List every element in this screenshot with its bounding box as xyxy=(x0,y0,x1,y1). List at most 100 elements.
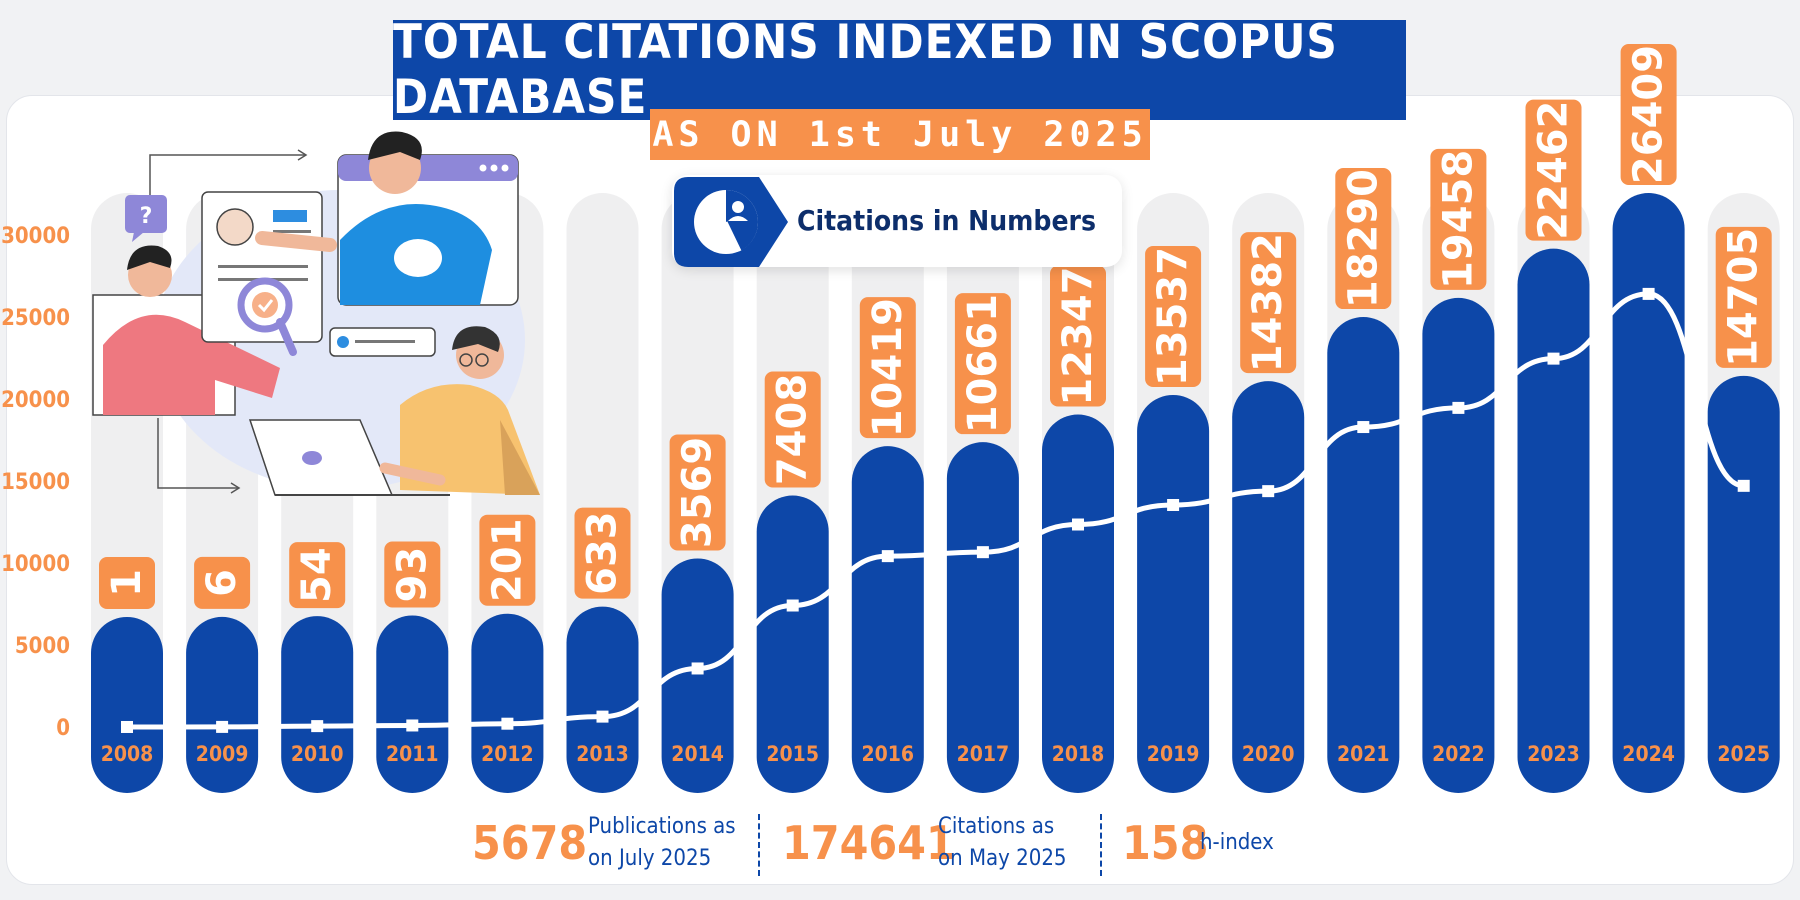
trend-line-marker xyxy=(216,720,229,733)
question-mark: ? xyxy=(140,204,153,229)
value-label: 10661 xyxy=(960,294,1006,433)
bar xyxy=(1137,394,1210,793)
value-label-pill xyxy=(1335,168,1392,310)
value-label-pill xyxy=(669,434,726,551)
subtitle-banner: AS ON 1st July 2025 xyxy=(650,109,1150,160)
citations-label: Citations as on May 2025 xyxy=(938,811,1067,875)
trend-line-marker xyxy=(786,599,799,612)
value-label-pill xyxy=(1430,148,1487,290)
x-tick-label: 2023 xyxy=(1527,742,1580,766)
value-label: 10419 xyxy=(865,298,911,437)
value-label: 6 xyxy=(199,569,245,597)
value-label-pill xyxy=(194,556,251,609)
stat-divider xyxy=(1100,814,1102,876)
trend-line-marker xyxy=(1167,498,1180,511)
y-tick-label: 15000 xyxy=(1,470,70,495)
value-label: 3569 xyxy=(675,437,721,548)
trend-line-marker xyxy=(501,717,514,730)
x-tick-label: 2010 xyxy=(291,742,344,766)
pie-chart-user-icon xyxy=(674,177,788,267)
h-index-value: 158 xyxy=(1122,816,1209,870)
title-banner: TOTAL CITATIONS INDEXED IN SCOPUS DATABA… xyxy=(393,15,1406,125)
bar xyxy=(1042,414,1114,793)
value-label: 12347 xyxy=(1055,266,1101,405)
bar xyxy=(186,616,259,793)
bar xyxy=(756,495,829,793)
x-tick-label: 2024 xyxy=(1622,742,1675,766)
value-label-pill xyxy=(1715,226,1772,368)
trend-line-marker xyxy=(1547,352,1560,365)
bar xyxy=(851,446,924,793)
y-tick-label: 20000 xyxy=(1,388,70,413)
value-label: 201 xyxy=(484,518,530,602)
y-axis: 0 5000 10000 15000 20000 25000 30000 xyxy=(1,224,70,741)
value-label: 7408 xyxy=(770,374,816,485)
x-tick-label: 2016 xyxy=(862,742,915,766)
value-label: 18290 xyxy=(1340,169,1386,308)
value-label: 26409 xyxy=(1626,45,1672,184)
y-tick-label: 5000 xyxy=(15,634,70,659)
x-tick-label: 2009 xyxy=(196,742,249,766)
trend-line-marker xyxy=(1072,518,1084,531)
x-tick-label: 2018 xyxy=(1052,742,1105,766)
h-index-label: h-index xyxy=(1200,830,1274,855)
bar xyxy=(1327,317,1400,793)
trend-line xyxy=(121,287,1750,733)
value-label-pill xyxy=(289,542,346,609)
value-label-pill xyxy=(99,556,155,609)
y-tick-label: 10000 xyxy=(1,552,70,577)
x-tick-label: 2011 xyxy=(386,742,439,766)
trend-line-marker xyxy=(1452,401,1465,414)
trend-line-marker xyxy=(406,719,419,732)
value-label-pill xyxy=(384,541,441,608)
value-label-pill xyxy=(764,371,821,488)
value-label-pill xyxy=(1050,265,1106,407)
bars xyxy=(91,193,1780,794)
trend-line-marker xyxy=(596,710,609,723)
bar xyxy=(566,606,639,793)
bar xyxy=(1612,193,1685,793)
value-label-pill xyxy=(574,507,631,599)
value-label-pill xyxy=(1240,232,1297,374)
trend-line-marker xyxy=(691,662,704,675)
value-label-pill xyxy=(1620,44,1677,185)
bar xyxy=(1517,248,1590,794)
citations-badge-label: Citations in Numbers xyxy=(797,204,1096,237)
y-tick-label: 25000 xyxy=(1,306,70,331)
x-tick-label: 2020 xyxy=(1242,742,1295,766)
value-label: 13537 xyxy=(1150,247,1196,386)
publications-label-line2: on July 2025 xyxy=(588,846,712,871)
value-label: 54 xyxy=(294,547,340,603)
value-label: 93 xyxy=(389,547,435,603)
publications-count: 5678 xyxy=(472,816,588,870)
citations-label-line1: Citations as xyxy=(938,814,1055,839)
x-tick-label: 2014 xyxy=(671,742,724,766)
value-label-pill xyxy=(1145,245,1202,387)
chart-title: TOTAL CITATIONS INDEXED IN SCOPUS DATABA… xyxy=(393,15,1338,125)
trend-line-marker xyxy=(1357,421,1370,434)
bar xyxy=(471,613,544,793)
bar xyxy=(281,616,354,793)
x-tick-label: 2022 xyxy=(1432,742,1485,766)
x-tick-label: 2017 xyxy=(957,742,1010,766)
trend-line-marker xyxy=(121,720,133,733)
x-tick-label: 2015 xyxy=(766,742,819,766)
bar xyxy=(1707,375,1780,793)
bar xyxy=(661,558,734,793)
value-label: 19458 xyxy=(1435,150,1481,289)
value-label: 22462 xyxy=(1531,101,1577,240)
team-reviewing-profile-illustration: ? xyxy=(92,131,540,496)
bar xyxy=(1422,297,1495,793)
x-tick-label: 2019 xyxy=(1147,742,1200,766)
x-tick-label: 2013 xyxy=(576,742,629,766)
y-tick-label: 0 xyxy=(56,716,70,741)
value-labels: 1 6 54 93 201 633 3569 7408 10419 10661 12347 13537… xyxy=(99,44,1772,609)
trend-line-marker xyxy=(881,550,894,563)
value-label-pill xyxy=(859,297,916,439)
citations-label-line2: on May 2025 xyxy=(938,846,1067,871)
value-label: 14382 xyxy=(1245,233,1291,372)
x-axis-labels: 2008 2009 2010 2011 2012 2013 2014 2015 2016 2017… xyxy=(101,742,1770,766)
x-tick-label: 2008 xyxy=(101,742,154,766)
value-label-pill xyxy=(1525,99,1582,241)
